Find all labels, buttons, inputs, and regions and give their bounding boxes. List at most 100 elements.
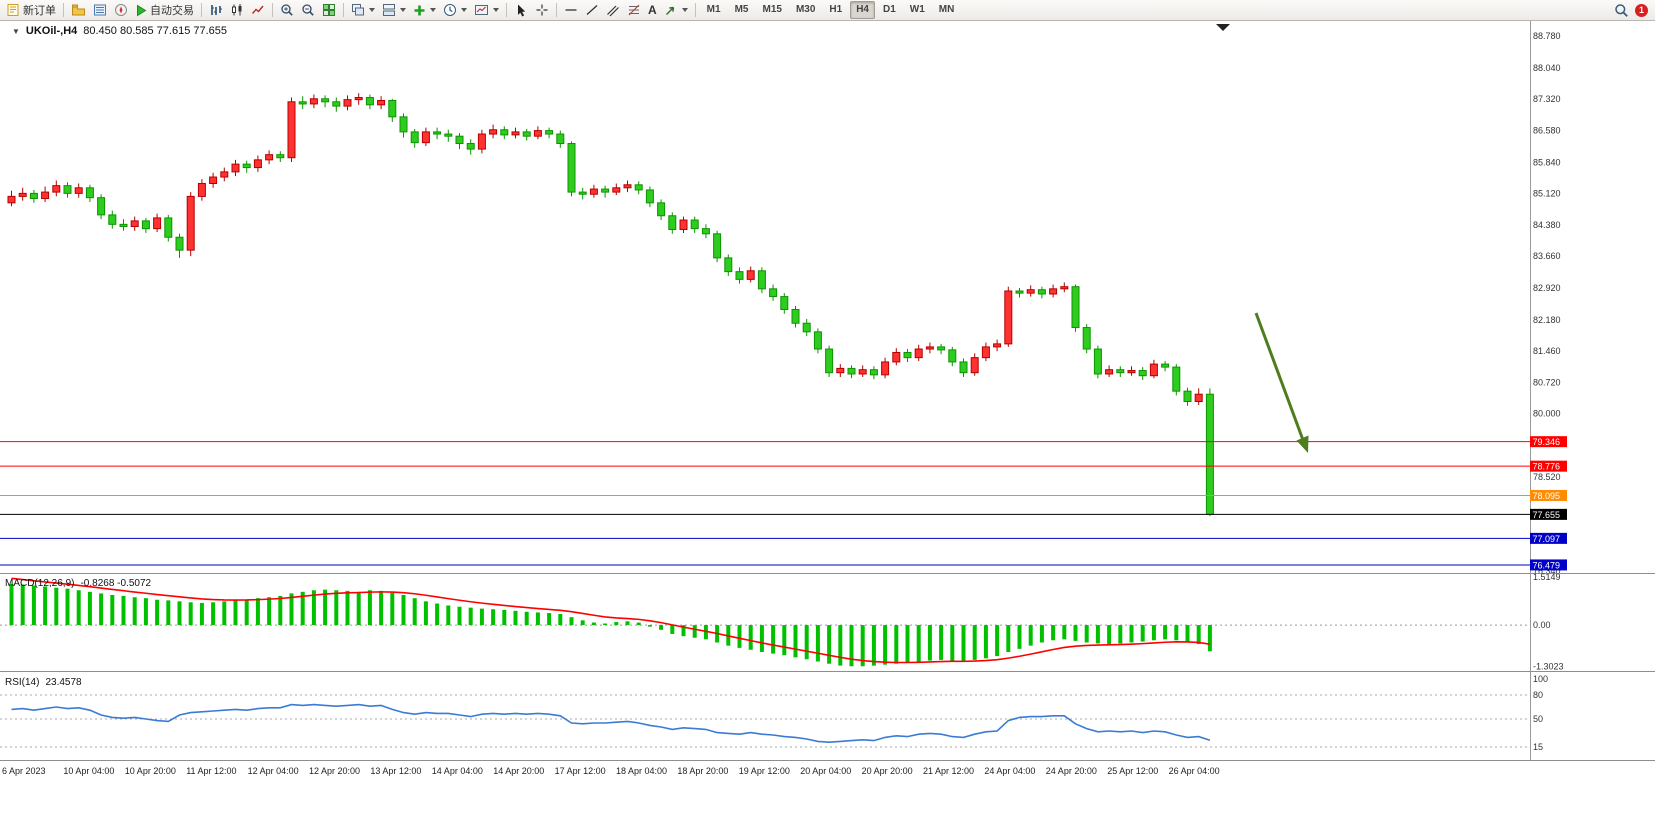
candles-chart-button[interactable]	[227, 1, 247, 19]
toolbar-separator	[506, 3, 507, 17]
time-axis-label[interactable]: 24 Apr 04:00	[984, 766, 1035, 776]
autotrade-button[interactable]: 自动交易	[132, 1, 197, 19]
time-axis-label[interactable]: 17 Apr 12:00	[555, 766, 606, 776]
candle-body	[1138, 370, 1147, 377]
periods-button[interactable]	[440, 1, 470, 19]
macd-indicator-values: -0.8268 -0.5072	[80, 578, 152, 589]
candle-body	[265, 154, 274, 161]
candle-body	[847, 367, 856, 375]
time-axis-label[interactable]: 20 Apr 20:00	[862, 766, 913, 776]
cascade-windows-icon	[351, 3, 365, 17]
candle-body	[1105, 369, 1114, 375]
candle-body	[1082, 327, 1091, 350]
templates-button[interactable]	[471, 1, 502, 19]
zoom-out-button[interactable]	[298, 1, 318, 19]
fibonacci-icon	[627, 3, 641, 17]
template-chart-icon	[474, 3, 489, 17]
time-axis-label[interactable]: 10 Apr 04:00	[63, 766, 114, 776]
time-axis-label[interactable]: 20 Apr 04:00	[800, 766, 851, 776]
timeframe-d1-button[interactable]: D1	[882, 4, 896, 15]
price-axis-label: 88.040	[1533, 63, 1561, 73]
chart-shift-marker[interactable]	[1216, 24, 1230, 31]
time-axis-label[interactable]: 19 Apr 12:00	[739, 766, 790, 776]
horizontal-line-button[interactable]	[561, 1, 581, 19]
time-axis-label[interactable]: 21 Apr 12:00	[923, 766, 974, 776]
candle-body	[489, 129, 498, 135]
candle-body	[578, 191, 587, 195]
chart-collapse-icon[interactable]: ▼	[12, 26, 20, 36]
candle-body	[645, 189, 654, 204]
timeframe-h1-button[interactable]: H1	[829, 4, 843, 15]
profiles-button[interactable]	[68, 1, 89, 19]
arrows-button[interactable]	[661, 1, 691, 19]
cascade-windows-button[interactable]	[348, 1, 378, 19]
indicators-button[interactable]	[410, 1, 439, 19]
candle-body	[914, 348, 923, 359]
chart-title: ▼ UKOil-,H4 80.450 80.585 77.615 77.655	[12, 25, 227, 37]
time-axis-label[interactable]: 26 Apr 04:00	[1169, 766, 1220, 776]
candle-body	[668, 215, 677, 231]
macd-axis-label: 0.00	[1533, 620, 1551, 630]
timeframe-m30-button[interactable]: M30	[795, 4, 816, 15]
price-axis-label: 86.580	[1533, 126, 1561, 136]
time-axis-label[interactable]: 11 Apr 12:00	[186, 766, 236, 776]
timeframe-m15-button[interactable]: M15	[762, 4, 782, 15]
bars-chart-button[interactable]	[206, 1, 226, 19]
notifications-badge[interactable]: 1	[1635, 3, 1648, 17]
price-line-badge	[1530, 460, 1567, 472]
candle-body	[41, 191, 50, 200]
text-button[interactable]: A	[645, 1, 660, 19]
price-axis-label: 82.180	[1533, 315, 1561, 325]
time-axis-label[interactable]: 24 Apr 20:00	[1046, 766, 1097, 776]
new-order-button[interactable]: 新订单	[3, 1, 59, 19]
timeframe-mn-button[interactable]: MN	[938, 4, 955, 15]
candle-body	[466, 143, 475, 150]
time-axis-label[interactable]: 14 Apr 04:00	[432, 766, 483, 776]
candle-body	[1172, 366, 1181, 392]
time-axis-label[interactable]: 18 Apr 04:00	[616, 766, 667, 776]
candle-body	[276, 154, 285, 159]
candle-body	[365, 96, 374, 106]
time-axis-label[interactable]: 18 Apr 20:00	[677, 766, 728, 776]
rsi-indicator-name: RSI(14)	[5, 677, 40, 688]
zoom-in-button[interactable]	[277, 1, 297, 19]
search-button[interactable]	[1611, 1, 1632, 19]
market-watch-button[interactable]	[90, 1, 110, 19]
candle-body	[858, 369, 867, 375]
candle-body	[1093, 348, 1102, 375]
time-axis-label[interactable]: 14 Apr 20:00	[493, 766, 544, 776]
time-axis-label[interactable]: 6 Apr 2023	[2, 766, 46, 776]
cursor-button[interactable]	[511, 1, 531, 19]
time-axis-label[interactable]: 25 Apr 12:00	[1107, 766, 1158, 776]
tile-horizontal-button[interactable]	[379, 1, 409, 19]
tile-windows-button[interactable]	[319, 1, 339, 19]
timeframe-m5-button[interactable]: M5	[734, 4, 749, 15]
candle-body	[959, 361, 968, 374]
trend-arrow-head[interactable]	[1296, 435, 1309, 454]
candle-body	[757, 270, 766, 290]
line-chart-button[interactable]	[248, 1, 268, 19]
fibonacci-button[interactable]	[624, 1, 644, 19]
time-axis-label[interactable]: 12 Apr 04:00	[248, 766, 299, 776]
crosshair-button[interactable]	[532, 1, 552, 19]
candle-body	[1116, 369, 1125, 374]
candle-body	[713, 233, 722, 259]
text-tool-label: A	[648, 3, 657, 17]
timeframe-h4-button[interactable]: H4	[850, 1, 875, 19]
toolbar-separator	[343, 3, 344, 17]
candle-body	[388, 100, 397, 118]
timeframe-w1-button[interactable]: W1	[909, 4, 925, 15]
chevron-down-icon	[369, 8, 375, 12]
trend-arrow[interactable]	[1254, 312, 1305, 441]
time-axis-label[interactable]: 13 Apr 12:00	[370, 766, 421, 776]
trendline-button[interactable]	[582, 1, 602, 19]
candle-body	[993, 343, 1002, 348]
time-axis-label[interactable]: 12 Apr 20:00	[309, 766, 360, 776]
time-axis-label[interactable]: 10 Apr 20:00	[125, 766, 176, 776]
channel-button[interactable]	[603, 1, 623, 19]
zoom-out-icon	[301, 3, 315, 17]
navigator-button[interactable]	[111, 1, 131, 19]
chart-area[interactable]: 88.780 88.040 87.320 86.580 85.840 85.120 84.3…	[0, 21, 1655, 825]
toolbar-separator	[694, 3, 696, 17]
timeframe-m1-button[interactable]: M1	[706, 4, 721, 15]
